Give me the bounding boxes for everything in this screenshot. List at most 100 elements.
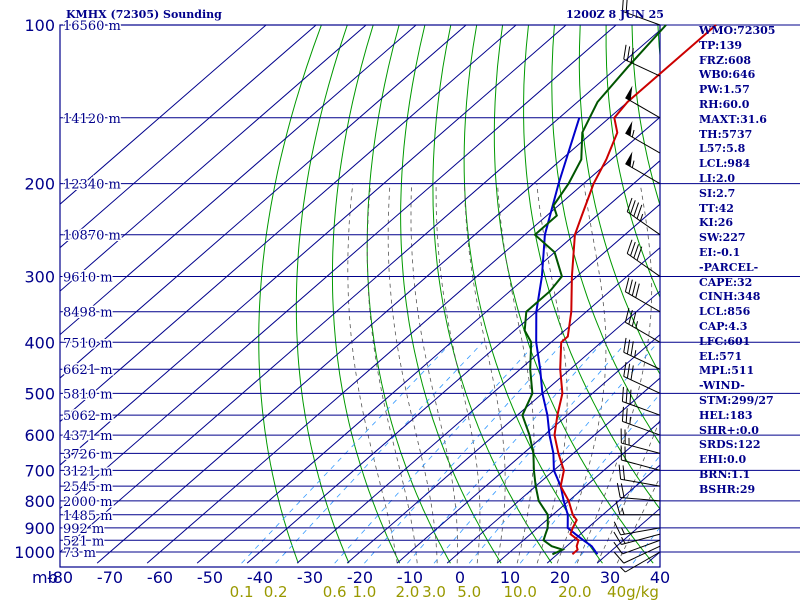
- index-line: LCL:856: [699, 305, 751, 319]
- dry-adiabat-line: [432, 25, 553, 564]
- wind-barb-staff: [621, 442, 661, 454]
- moist-adiabat-line: [347, 183, 398, 564]
- mixing-ratio-label: 0.1: [230, 583, 254, 600]
- wind-barb-feather: [630, 365, 634, 380]
- pressure-tick-label: 800: [24, 492, 55, 511]
- wind-barb-half-feather: [634, 350, 637, 358]
- trace-layer: [521, 24, 717, 556]
- wind-barb: [616, 483, 661, 502]
- index-line: STM:299/27: [699, 393, 774, 407]
- wind-barb-half-feather: [639, 213, 644, 222]
- wind-barb-feather: [616, 483, 621, 498]
- wind-barb-feather: [628, 310, 633, 325]
- index-line: LFC:601: [699, 334, 751, 348]
- wind-barb: [619, 551, 661, 573]
- isotherm-line: [60, 29, 660, 553]
- moist-adiabat-line: [435, 183, 481, 564]
- temperature-tick-label: -20: [347, 568, 373, 587]
- index-line: EL:571: [699, 349, 743, 363]
- pressure-unit-label: mb: [32, 568, 58, 587]
- dry-adiabat-line: [551, 25, 660, 445]
- isotherm-line: [296, 246, 660, 564]
- wind-barb-staff: [622, 10, 661, 26]
- index-line: LI:2.0: [699, 171, 736, 185]
- wind-barb-feather: [622, 465, 626, 480]
- index-line: SI:2.7: [699, 186, 736, 200]
- wind-barb-feather: [625, 388, 628, 403]
- temperature-tick-label: -80: [47, 568, 73, 587]
- wind-barb-half-feather: [635, 321, 639, 329]
- index-line: LCL:984: [699, 157, 751, 171]
- index-line: WMO:72305: [699, 24, 776, 37]
- dry-adiabat-line: [258, 25, 322, 564]
- height-label: 8498 m: [63, 306, 113, 321]
- mixing-ratio-line: [632, 526, 660, 564]
- mixing-ratio-label: 3.0: [422, 583, 446, 600]
- temperature-tick-label: 20: [550, 568, 570, 587]
- height-label: 1485 m: [63, 509, 113, 524]
- moist-adiabat-line: [464, 183, 506, 564]
- mixing-ratio-label: 0.6: [323, 583, 347, 600]
- wind-barb-feather: [636, 246, 643, 261]
- height-label: 16560 m: [63, 19, 121, 34]
- mixing-ratio-line: [407, 342, 603, 564]
- dry-adiabat-line: [366, 25, 451, 564]
- index-line: FRZ:608: [699, 53, 752, 67]
- wind-barb-staff: [621, 459, 661, 471]
- index-line: -WIND-: [699, 379, 745, 393]
- wind-barb: [613, 539, 661, 555]
- wind-barb: [613, 521, 661, 536]
- isotherm-line: [60, 25, 567, 466]
- wind-barb-staff: [623, 58, 661, 77]
- isotherm-line: [60, 25, 467, 379]
- mixing-ratio-label: 0.2: [264, 583, 288, 600]
- mixing-ratio-line: [468, 342, 659, 564]
- wind-barb: [625, 151, 661, 185]
- index-line: TT:42: [699, 201, 734, 215]
- wind-barb-staff: [625, 321, 661, 343]
- wind-barb-feather: [630, 48, 634, 63]
- wind-barb-feather: [621, 0, 624, 12]
- temperature-tick-label: -70: [97, 568, 123, 587]
- wind-barb-staff: [620, 496, 661, 502]
- index-line: TH:5737: [699, 127, 753, 141]
- wind-barb-feather: [620, 483, 625, 498]
- index-line: L57:5.8: [699, 142, 746, 156]
- wind-barb-feather: [623, 44, 627, 60]
- mixing-ratio-label: 20.0: [558, 583, 591, 600]
- height-label: 6621 m: [63, 363, 113, 378]
- isotherm-line: [96, 73, 660, 564]
- wind-barb-staff: [625, 163, 661, 185]
- wind-barb-feather: [623, 337, 627, 353]
- height-label: 73 m: [63, 546, 96, 561]
- height-label: 2545 m: [63, 480, 113, 495]
- wind-barb-feather: [630, 341, 634, 356]
- mixing-ratio-label: 2.0: [395, 583, 419, 600]
- index-line: TP:139: [699, 38, 743, 52]
- wind-barb: [621, 0, 661, 26]
- isotherm-line: [546, 464, 660, 564]
- wind-barb-staff: [626, 211, 661, 236]
- wind-barb: [623, 337, 661, 370]
- mixing-ratio-line: [519, 393, 660, 564]
- temperature-tick-label: 40: [650, 568, 670, 587]
- index-line: EHI:0.0: [699, 453, 747, 467]
- wind-barb-staff: [621, 533, 661, 545]
- sounding-datetime: 1200Z 8 JUN 25: [566, 8, 664, 21]
- mixing-ratio-line: [364, 342, 564, 564]
- wind-barb-feather: [636, 204, 643, 219]
- wind-barb-flag: [625, 85, 633, 101]
- mixing-ratio-label: 5.0: [457, 583, 481, 600]
- wind-barb: [623, 361, 661, 394]
- wind-barb-feather: [626, 363, 631, 379]
- mixing-ratio-line: [275, 342, 484, 564]
- wind-barb-feather: [635, 283, 640, 298]
- height-label: 5810 m: [63, 387, 113, 402]
- isotherm-line: [60, 25, 267, 205]
- pressure-tick-label: 200: [24, 175, 55, 194]
- isotherm-line: [496, 420, 660, 564]
- isotherm-line: [146, 116, 660, 564]
- index-panel: WMO:72305 TP:139 FRZ:608 WB0:646 PW:1.57 RH:6…: [699, 24, 799, 498]
- wind-barb-feather: [624, 308, 630, 323]
- index-line: CAP:4.3: [699, 319, 748, 333]
